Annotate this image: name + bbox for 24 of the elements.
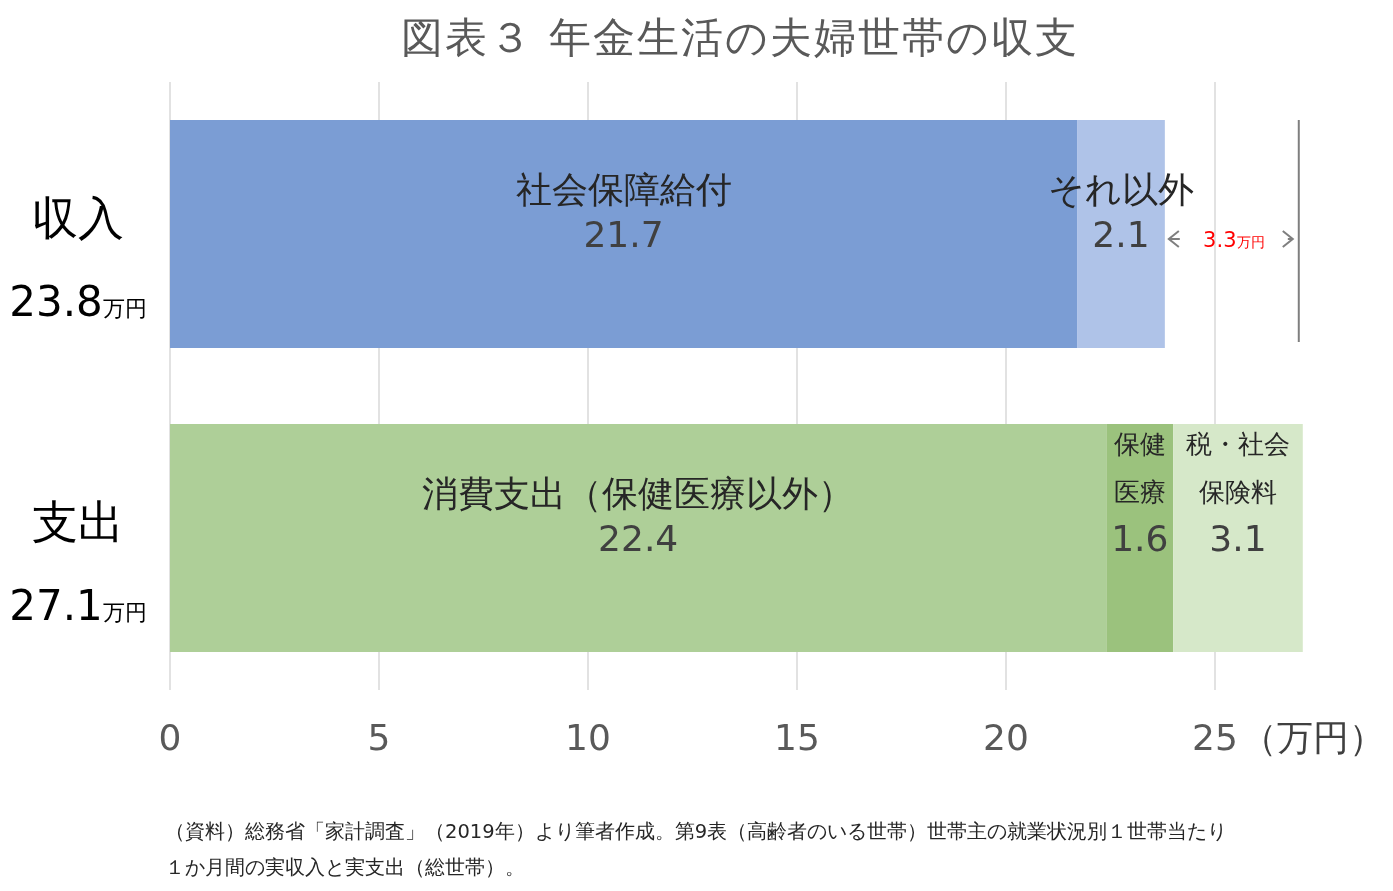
data-label: 1.6 <box>1111 518 1169 559</box>
series-label: 保健医療 <box>1113 429 1166 507</box>
x-tick-label: 25 <box>1192 717 1238 758</box>
y-tick-label: 支出 <box>32 495 124 549</box>
series-label: 社会保障給付 <box>515 169 732 210</box>
chart-title: 図表３ 年金生活の夫婦世帯の収支 <box>401 13 1079 62</box>
x-tick-label: 20 <box>983 717 1029 758</box>
data-label: 2.1 <box>1092 214 1150 255</box>
data-label: 22.4 <box>598 518 679 559</box>
total-label: 27.1万円 <box>9 581 147 630</box>
series-label: 税・社会保険料 <box>1185 429 1290 507</box>
text: （資料）総務省「家計調査」（2019年）より筆者作成。第9表（高齢者のいる世帯）世帯主の就業状況別１世帯当たり１か月間の実収入と実支出（総世帯）。 <box>165 820 1228 879</box>
x-tick-label: 0 <box>158 717 182 758</box>
data-label: 21.7 <box>583 214 664 255</box>
data-label: 3.1 <box>1209 518 1267 559</box>
x-tick-label: 10 <box>565 717 611 758</box>
annotation: 3.3万円 <box>1203 228 1265 252</box>
x-axis-title: （万円） <box>1240 717 1385 758</box>
y-tick-label: 収入 <box>32 191 124 245</box>
series-label: 消費支出（保健医療以外） <box>422 473 855 514</box>
series-label: それ以外 <box>1047 169 1194 210</box>
x-tick-label: 15 <box>774 717 820 758</box>
x-tick-label: 5 <box>367 717 391 758</box>
total-label: 23.8万円 <box>9 277 147 326</box>
